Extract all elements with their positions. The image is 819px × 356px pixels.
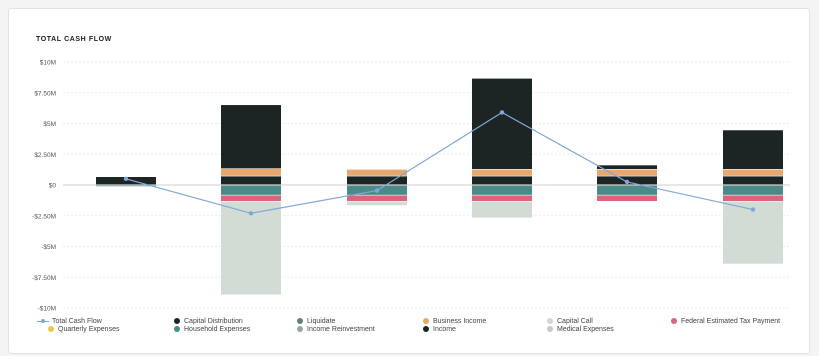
y-tick-label: -$2.50M [32, 213, 56, 220]
total-cash-flow-point [499, 110, 505, 115]
bar-segment [472, 195, 532, 201]
legend-item: Capital Distribution [174, 318, 243, 325]
legend-label: Medical Expenses [557, 326, 614, 333]
bar-segment [472, 185, 532, 195]
bar-segment [221, 105, 281, 169]
legend-item: Income [423, 326, 456, 333]
legend-label: Capital Distribution [184, 318, 243, 325]
legend-item: Total Cash Flow [37, 318, 102, 325]
legend-label: Income [433, 326, 456, 333]
bar-segment [723, 169, 783, 176]
bar-segment [347, 201, 407, 206]
bar-segment [723, 176, 783, 185]
total-cash-flow-point [374, 188, 380, 193]
bar-segment [221, 185, 281, 195]
legend-label: Capital Call [557, 318, 593, 325]
dot-swatch-icon [423, 318, 429, 324]
bar-segment [96, 185, 156, 187]
legend-item: Medical Expenses [547, 326, 614, 333]
total-cash-flow-point [624, 179, 630, 185]
bar-segment [347, 169, 407, 176]
bar-segment [347, 176, 407, 185]
total-cash-flow-point [750, 207, 756, 212]
legend-label: Business Income [433, 318, 487, 325]
legend-item: Household Expenses [174, 326, 250, 333]
dot-swatch-icon [48, 326, 54, 332]
total-cash-flow-line [125, 111, 754, 214]
legend-item: Quarterly Expenses [48, 326, 119, 333]
bar-segment [723, 130, 783, 170]
legend-label: Household Expenses [184, 326, 251, 333]
dot-swatch-icon [174, 326, 180, 332]
y-tick-label: $5M [43, 121, 56, 128]
y-tick-label: $2.50M [34, 152, 56, 159]
bar-segment [597, 165, 657, 170]
legend-item: Federal Estimated Tax Payment [671, 318, 780, 325]
bar-segment [221, 169, 281, 176]
legend-item: Income Reinvestment [297, 326, 375, 333]
bar-segment [221, 195, 281, 201]
total-cash-flow-point [123, 176, 129, 182]
dot-swatch-icon [547, 326, 553, 332]
bar-segment [472, 176, 532, 185]
bar-segment [472, 169, 532, 176]
y-tick-label: $7.50M [34, 90, 56, 97]
bar-segment [472, 201, 532, 218]
dot-swatch-icon [174, 318, 180, 324]
bar-segment [723, 195, 783, 201]
dot-swatch-icon [297, 318, 303, 324]
legend-item: Capital Call [547, 318, 593, 325]
dot-swatch-icon [297, 326, 303, 332]
y-tick-label: $10M [40, 60, 56, 67]
y-tick-label: -$7.50M [32, 275, 56, 282]
y-tick-label: -$10M [38, 306, 56, 313]
legend-label: Total Cash Flow [52, 318, 102, 325]
legend-label: Liquidate [307, 318, 336, 325]
total-cash-flow-point [248, 211, 254, 216]
bar-segment [723, 185, 783, 195]
legend-label: Income Reinvestment [307, 326, 375, 333]
dot-swatch-icon [423, 326, 429, 332]
chart-title: TOTAL CASH FLOW [36, 36, 112, 43]
dot-swatch-icon [671, 318, 677, 324]
bar-segment [597, 195, 657, 201]
y-tick-label: -$5M [41, 244, 56, 251]
bar-segment [221, 201, 281, 295]
line-swatch-icon [37, 318, 49, 324]
legend-item: Liquidate [297, 318, 335, 325]
dot-swatch-icon [547, 318, 553, 324]
legend-label: Federal Estimated Tax Payment [681, 318, 781, 325]
bar-segment [723, 201, 783, 264]
legend-item: Business Income [423, 318, 486, 325]
bar-segment [597, 185, 657, 195]
y-tick-label: $0 [49, 183, 57, 190]
legend-label: Quarterly Expenses [58, 326, 120, 333]
bar-segment [347, 195, 407, 201]
bar-segment [221, 176, 281, 185]
bar-segment [597, 169, 657, 176]
